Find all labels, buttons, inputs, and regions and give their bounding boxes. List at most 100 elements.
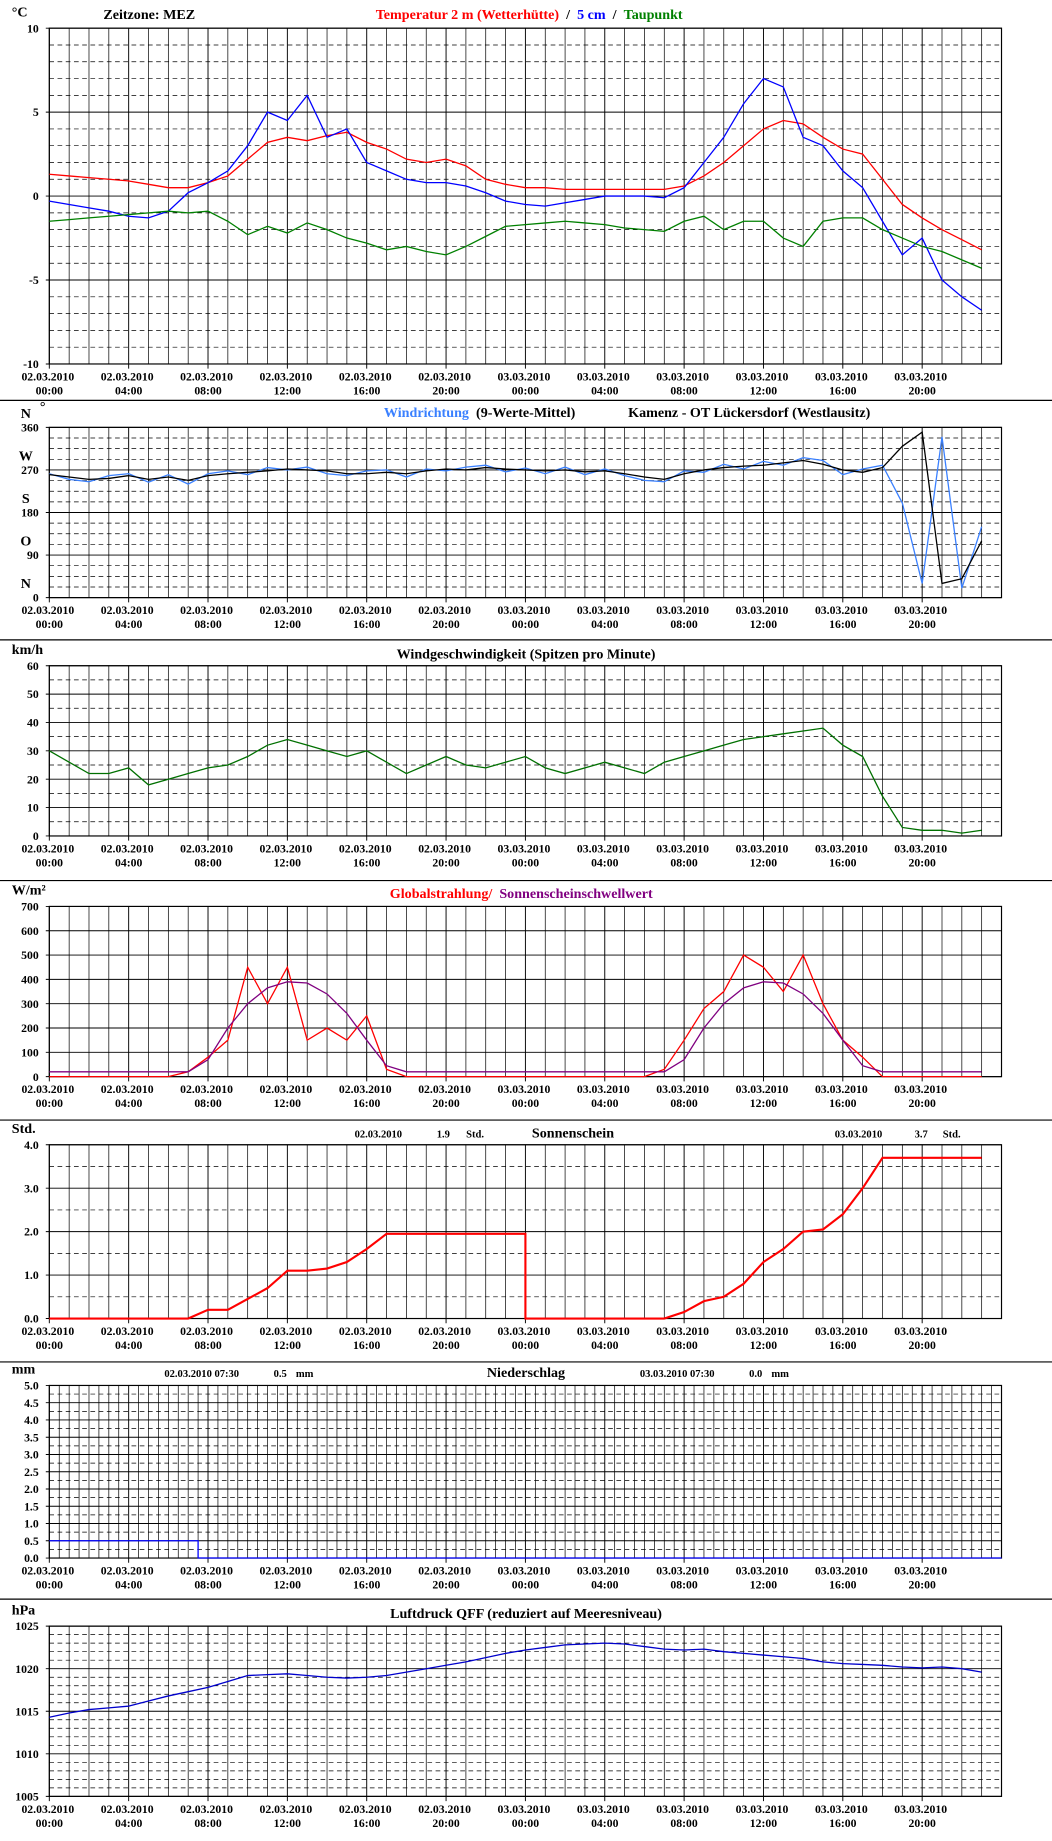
legend-entry: 5 cm xyxy=(577,7,606,23)
legend-entry: Globalstrahlung/ xyxy=(390,886,494,902)
series-line xyxy=(49,981,982,1073)
x-tick-label: 03.03.2010 16:00 xyxy=(815,842,871,869)
x-tick-label: 02.03.2010 04:00 xyxy=(101,1564,157,1591)
direction-label: O xyxy=(20,534,31,550)
y-tick-label: 60 xyxy=(27,660,39,673)
panel: 02.03.2010 00:00 02.03.2010 04:00 02.03.20… xyxy=(12,1362,1003,1592)
legend-separator: / xyxy=(565,7,571,23)
y-tick-label: 0 xyxy=(33,190,39,203)
panel: 02.03.2010 00:00 02.03.2010 04:00 02.03.20… xyxy=(12,1121,1003,1352)
y-unit: W/m² xyxy=(12,883,46,899)
x-tick-label: 03.03.2010 12:00 xyxy=(736,1083,792,1110)
y-tick-label: 1.0 xyxy=(24,1518,39,1531)
y-tick-label: 0.0 xyxy=(24,1313,39,1326)
x-tick-label: 02.03.2010 16:00 xyxy=(339,604,395,631)
series-line xyxy=(49,1540,1002,1559)
series-line xyxy=(49,430,983,585)
y-tick-label: 100 xyxy=(21,1046,39,1059)
x-tick-label: 02.03.2010 04:00 xyxy=(101,1325,157,1352)
x-tick-label: 03.03.2010 20:00 xyxy=(894,1325,950,1352)
panel: 02.03.2010 00:00 02.03.2010 04:00 02.03.20… xyxy=(12,883,1003,1110)
x-tick-label: 03.03.2010 04:00 xyxy=(577,604,633,631)
y-tick-label: 90 xyxy=(27,549,39,562)
x-tick-label: 02.03.2010 12:00 xyxy=(259,604,315,631)
x-tick-label: 03.03.2010 12:00 xyxy=(736,370,792,397)
panel: 02.03.2010 00:00 02.03.2010 04:00 02.03.20… xyxy=(12,642,1003,869)
x-tick-label: 02.03.2010 00:00 xyxy=(21,1083,77,1110)
x-tick-label: 03.03.2010 12:00 xyxy=(736,1803,792,1830)
y-tick-label: 4.5 xyxy=(24,1397,39,1410)
y-tick-label: 1025 xyxy=(15,1620,39,1633)
y-unit: km/h xyxy=(12,642,43,658)
panel-title: Luftdruck QFF (reduziert auf Meeresnivea… xyxy=(390,1606,662,1622)
x-tick-label: 02.03.2010 00:00 xyxy=(21,370,77,397)
y-tick-label: 2.5 xyxy=(24,1466,39,1479)
x-tick-label: 02.03.2010 12:00 xyxy=(259,842,315,869)
x-tick-label: 03.03.2010 16:00 xyxy=(815,1803,871,1830)
y-tick-label: 4.0 xyxy=(24,1139,39,1152)
annotation: Std. xyxy=(943,1130,961,1141)
x-tick-label: 03.03.2010 04:00 xyxy=(577,1325,633,1352)
y-unit: Std. xyxy=(12,1121,36,1137)
x-tick-label: 03.03.2010 00:00 xyxy=(498,842,554,869)
x-tick-label: 03.03.2010 00:00 xyxy=(498,1083,554,1110)
x-tick-label: 03.03.2010 20:00 xyxy=(894,370,950,397)
x-tick-label: 03.03.2010 20:00 xyxy=(894,1083,950,1110)
annotation: 02.03.2010 xyxy=(355,1130,402,1141)
x-tick-label: 03.03.2010 00:00 xyxy=(498,370,554,397)
y-tick-label: 270 xyxy=(21,464,39,477)
y-tick-label: 0.0 xyxy=(24,1552,39,1565)
panel-title: Niederschlag xyxy=(487,1365,565,1381)
y-tick-label: 20 xyxy=(27,773,39,786)
panel-separators xyxy=(0,399,1052,1600)
x-tick-label: 02.03.2010 20:00 xyxy=(418,1325,474,1352)
x-tick-label: 02.03.2010 08:00 xyxy=(180,1325,236,1352)
x-tick-label: 03.03.2010 00:00 xyxy=(498,1564,554,1591)
x-tick-label: 02.03.2010 08:00 xyxy=(180,1083,236,1110)
plot-frame xyxy=(48,1625,1003,1797)
series-line xyxy=(49,1642,982,1718)
x-tick-label: 03.03.2010 04:00 xyxy=(577,1564,633,1591)
x-tick-label: 03.03.2010 04:00 xyxy=(577,1803,633,1830)
y-tick-label: 300 xyxy=(21,998,39,1011)
legend-entry: Sonnenscheinschwellwert xyxy=(499,886,653,902)
x-tick-label: 03.03.2010 16:00 xyxy=(815,604,871,631)
x-tick-label: 03.03.2010 20:00 xyxy=(894,604,950,631)
x-tick-label: 02.03.2010 12:00 xyxy=(259,1325,315,1352)
series-line xyxy=(49,77,983,311)
y-tick-label: 400 xyxy=(21,973,39,986)
x-tick-label: 03.03.2010 00:00 xyxy=(498,604,554,631)
x-tick-label: 02.03.2010 04:00 xyxy=(101,1083,157,1110)
x-tick-label: 02.03.2010 08:00 xyxy=(180,370,236,397)
panel-title: Sonnenschein xyxy=(532,1126,614,1142)
y-tick-label: 700 xyxy=(21,901,39,914)
direction-label: S xyxy=(22,491,30,507)
annotation: mm xyxy=(296,1369,314,1380)
y-unit: °C xyxy=(12,4,28,20)
y-tick-label: 1.0 xyxy=(24,1269,39,1282)
x-tick-label: 02.03.2010 16:00 xyxy=(339,1083,395,1110)
x-tick-label: 03.03.2010 00:00 xyxy=(498,1803,554,1830)
series-line xyxy=(49,210,982,269)
annotation: 03.03.2010 07:30 xyxy=(640,1369,715,1380)
y-tick-label: 360 xyxy=(21,421,39,434)
y-tick-label: 200 xyxy=(21,1022,39,1035)
y-tick-label: 180 xyxy=(21,507,39,520)
plot-frame xyxy=(48,27,1003,365)
panel-title: Windgeschwindigkeit (Spitzen pro Minute) xyxy=(397,647,656,663)
x-tick-label: 02.03.2010 16:00 xyxy=(339,1325,395,1352)
y-tick-label: -10 xyxy=(23,358,39,371)
direction-label: N xyxy=(21,406,31,422)
x-tick-label: 03.03.2010 16:00 xyxy=(815,1564,871,1591)
legend-entry: Taupunkt xyxy=(624,7,683,23)
x-tick-label: 03.03.2010 08:00 xyxy=(656,604,712,631)
y-tick-label: 3.0 xyxy=(24,1449,39,1462)
panel: 02.03.2010 00:00 02.03.2010 04:00 02.03.20… xyxy=(19,399,1003,631)
legend-entry: Temperatur 2 m (Wetterhütte) xyxy=(376,7,560,23)
annotation: Std. xyxy=(466,1130,484,1141)
annotation: 1.9 xyxy=(437,1130,450,1141)
annotation: mm xyxy=(771,1369,789,1380)
x-tick-label: 02.03.2010 00:00 xyxy=(21,842,77,869)
